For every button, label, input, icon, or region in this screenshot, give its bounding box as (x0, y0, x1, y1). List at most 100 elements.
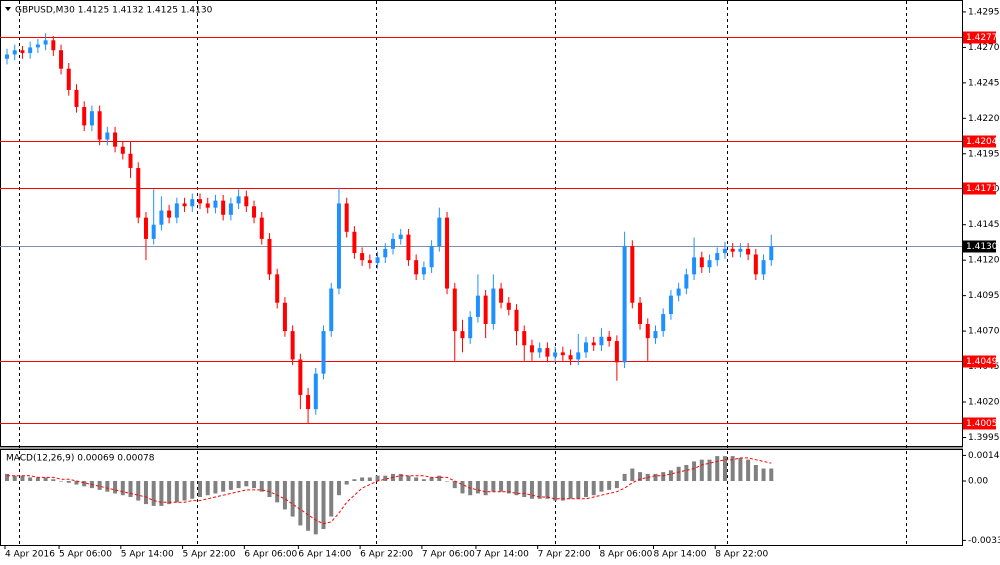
candle-body (329, 288, 334, 332)
candle-body (82, 106, 87, 126)
candle-body (607, 336, 612, 342)
candle-body (275, 274, 280, 303)
price-panel-frame (0, 0, 963, 447)
y-tick-label: 1.4145 (968, 220, 1000, 230)
candle-body (174, 203, 179, 218)
candle-body (12, 50, 17, 55)
level-label: 1.4049 (966, 357, 998, 367)
candle-body (313, 373, 318, 410)
macd-bar (514, 481, 519, 496)
macd-bar (769, 468, 774, 481)
macd-bar (429, 477, 434, 481)
y-tick-label: 1.3995 (968, 433, 1000, 443)
macd-bar (630, 468, 635, 481)
candle-body (722, 248, 727, 254)
chart-title: GBPUSD,M30 1.4125 1.4132 1.4125 1.4130 (15, 6, 213, 16)
macd-bar (205, 481, 210, 496)
macd-bar (198, 481, 202, 497)
candle-body (630, 245, 635, 303)
macd-bar (236, 481, 241, 489)
macd-bar (591, 481, 596, 496)
candle-body (375, 257, 380, 264)
macd-bar (522, 481, 527, 497)
candle-body (236, 196, 241, 204)
candle-body (475, 295, 480, 317)
candle-body (66, 68, 71, 90)
macd-bar (105, 481, 110, 492)
macd-bar (722, 456, 727, 481)
x-tick-label: 5 Apr 06:00 (59, 550, 112, 560)
macd-bar (761, 468, 766, 481)
candle-body (668, 295, 673, 315)
macd-bar (707, 459, 712, 481)
x-tick-label: 8 Apr 22:00 (715, 550, 768, 560)
macd-bar (614, 481, 619, 489)
macd-bar (753, 465, 758, 481)
candle-body (599, 336, 604, 346)
macd-bar (344, 481, 349, 485)
candle-body (128, 153, 133, 168)
macd-bar (584, 481, 588, 497)
marks: 1.42951.42701.42451.42201.41951.41701.41… (0, 7, 1000, 560)
macd-bar (746, 459, 751, 481)
macd-bar (174, 481, 179, 503)
candle-body (290, 331, 295, 360)
x-tick-label: 8 Apr 14:00 (653, 550, 706, 560)
candle-body (398, 234, 403, 239)
y-tick-label: 1.4245 (968, 78, 1000, 88)
candle-body (506, 302, 511, 310)
y-tick-label: 1.4070 (968, 327, 1000, 337)
candle-body (421, 267, 426, 275)
macd-bar (244, 481, 249, 487)
candle-body (645, 324, 650, 339)
candle-body (414, 260, 419, 275)
candle-body (761, 260, 766, 275)
y-tick-label: 1.4195 (968, 149, 1000, 159)
panel-separator (0, 447, 963, 449)
x-tick-label: 4 Apr 2016 (5, 550, 55, 560)
candle-body (738, 248, 743, 252)
candle-body (391, 238, 395, 249)
macd-bar (313, 481, 318, 535)
x-tick-label: 6 Apr 14:00 (298, 550, 351, 560)
macd-bar (113, 481, 118, 494)
candle-body (614, 341, 619, 363)
macd-bar (622, 473, 627, 481)
macd-bar (537, 481, 542, 499)
macd-bar (692, 461, 697, 481)
y-tick-label: 0.00 (968, 477, 988, 487)
macd-bar (252, 481, 257, 489)
x-tick-label: 5 Apr 22:00 (183, 550, 236, 560)
candle-body (491, 288, 496, 325)
macd-bar (190, 481, 195, 499)
candle-body (136, 167, 141, 218)
macd-bar (182, 481, 187, 501)
candle-body (591, 342, 596, 346)
candle-body (707, 260, 712, 268)
macd-bar (275, 481, 280, 503)
macd-bar (336, 481, 341, 496)
macd-bar (699, 459, 704, 481)
candle-body (190, 199, 195, 207)
period-separators (19, 1, 907, 545)
macd-bar (143, 481, 148, 505)
candle-body (213, 200, 218, 208)
candle-body (151, 224, 156, 239)
macd-bar (491, 481, 496, 492)
y-tick-label: 1.4295 (968, 7, 1000, 17)
macd-bar (59, 481, 64, 482)
macd-bar (668, 470, 673, 481)
candle-body (699, 257, 704, 268)
macd-bar (638, 472, 643, 481)
candle-body (51, 40, 56, 51)
candle-body (367, 260, 372, 264)
macd-bar (414, 477, 419, 481)
macd-bar (128, 481, 133, 497)
level-label-box (963, 31, 996, 44)
macd-bar (20, 475, 25, 481)
candle-body (198, 199, 202, 204)
level-label: 1.4204 (966, 137, 998, 147)
candle-body (529, 345, 534, 353)
candle-body (20, 50, 25, 54)
